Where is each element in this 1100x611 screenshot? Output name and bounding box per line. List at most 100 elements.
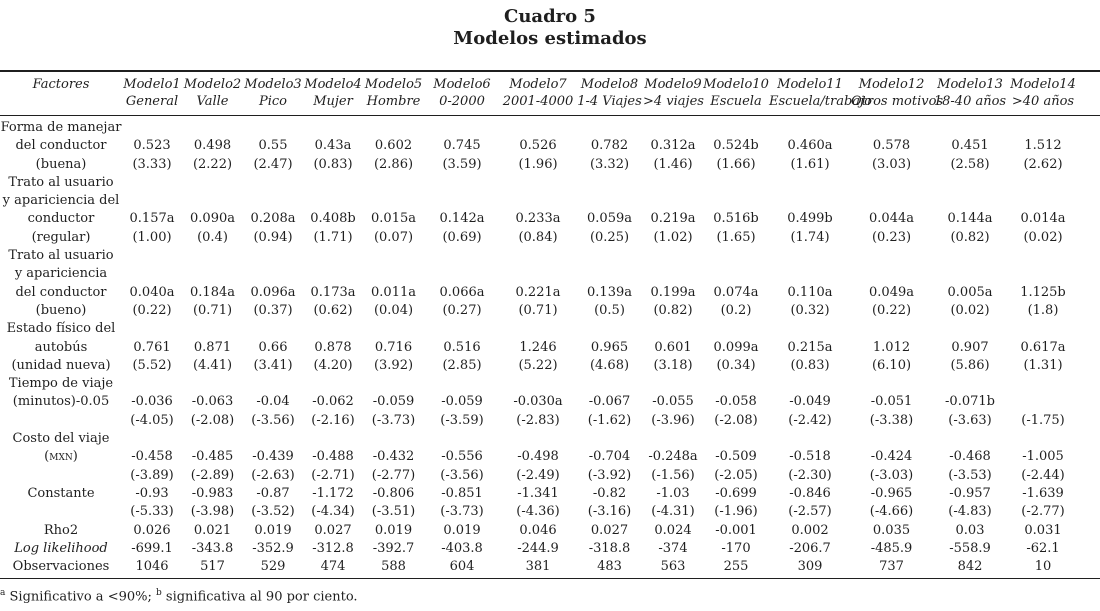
value-cell: 0.005a xyxy=(947,284,993,300)
value-cell: -0.498 xyxy=(517,449,559,465)
value-cell: 0.499b xyxy=(787,211,833,227)
value-cell: 0.66 xyxy=(258,339,288,355)
spacer xyxy=(1078,540,1100,558)
value-cell xyxy=(122,247,182,265)
value-cell xyxy=(1008,320,1078,338)
value-cell: -206.7 xyxy=(789,540,831,556)
value-cell: (1.71) xyxy=(313,229,353,245)
value-cell: -699.1 xyxy=(131,540,173,556)
value-cell xyxy=(643,192,703,210)
value-cell xyxy=(363,265,424,283)
value-cell: -62.1 xyxy=(1026,540,1060,556)
value-cell: (0.83) xyxy=(790,357,830,373)
value-cell: (0.37) xyxy=(253,302,293,318)
table-row: del conductor 0.040a 0.184a 0.096a 0.173a 0.0… xyxy=(0,284,1100,302)
value-cell: -318.8 xyxy=(588,540,631,556)
value-cell: 0.139a xyxy=(587,284,632,300)
row-label: (minutos)-0.05 xyxy=(12,394,110,410)
value-cell: -0.248a xyxy=(648,449,698,465)
column-header-modelo1: Modelo1 xyxy=(122,70,182,93)
value-cell xyxy=(851,430,932,448)
value-cell xyxy=(122,430,182,448)
row-label: del conductor xyxy=(15,284,107,300)
value-cell: 381 xyxy=(500,558,576,580)
value-cell xyxy=(243,174,303,192)
spacer xyxy=(1078,93,1100,116)
value-cell: (-3.73) xyxy=(440,504,484,520)
value-cell xyxy=(500,192,576,210)
value-cell: (0.84) xyxy=(518,229,558,245)
value-cell: (-2.08) xyxy=(190,412,235,428)
value-cell: 0.03 xyxy=(955,522,985,538)
value-cell xyxy=(424,375,500,393)
value-cell: 0.199a xyxy=(650,284,696,300)
value-cell: 588 xyxy=(363,558,424,580)
footnote: a Significativo a <90%; b significativa … xyxy=(0,588,1100,604)
value-cell: 0.049a xyxy=(869,284,914,300)
column-subheader-modelo14: >40 años xyxy=(1008,93,1078,116)
value-cell: (0.5) xyxy=(594,302,625,318)
spacer xyxy=(1078,229,1100,247)
column-header-modelo13: Modelo13 xyxy=(932,70,1008,93)
footnote-text-a: Significativo a <90%; xyxy=(5,589,156,605)
value-cell: -0.059 xyxy=(372,394,415,410)
column-subheader-modelo2: Valle xyxy=(182,93,243,116)
value-cell: (-2.57) xyxy=(788,504,832,520)
value-cell: (0.83) xyxy=(313,156,353,172)
footnote-text-b: significativa al 90 por ciento. xyxy=(161,589,358,605)
value-cell xyxy=(703,247,769,265)
value-cell: 0.031 xyxy=(1024,522,1062,538)
value-cell: -0.051 xyxy=(870,394,913,410)
value-cell xyxy=(1008,192,1078,210)
value-cell: (4.20) xyxy=(313,357,353,373)
value-cell: (-3.53) xyxy=(948,467,992,483)
value-cell xyxy=(703,375,769,393)
value-cell: (-1.96) xyxy=(714,504,758,520)
table-row: (-5.33) (-3.98) (-3.52) (-4.34) (-3.51) (-3.7… xyxy=(0,503,1100,521)
value-cell: (-2.83) xyxy=(516,412,560,428)
column-header-modelo2: Modelo2 xyxy=(182,70,243,93)
value-cell xyxy=(932,116,1008,138)
value-cell: (1.96) xyxy=(518,156,558,172)
value-cell xyxy=(363,116,424,138)
value-cell: 0.027 xyxy=(590,522,629,538)
value-cell: (3.59) xyxy=(442,156,482,172)
table-row: Observaciones 1046 517 529 474 588 604 381 483 56… xyxy=(0,558,1100,580)
column-subheader-modelo3: Pico xyxy=(243,93,303,116)
value-cell xyxy=(1008,247,1078,265)
value-cell: -0.488 xyxy=(312,449,354,465)
value-cell: (2.22) xyxy=(192,156,233,172)
row-label xyxy=(0,467,122,485)
row-label xyxy=(0,503,122,521)
value-cell: (-4.83) xyxy=(948,504,992,520)
value-cell xyxy=(576,116,643,138)
value-cell: (1.61) xyxy=(790,156,830,172)
table-row: Trato al usuario xyxy=(0,174,1100,192)
value-cell xyxy=(243,265,303,283)
value-cell: 842 xyxy=(932,558,1008,580)
value-cell xyxy=(500,247,576,265)
value-cell: (6.10) xyxy=(871,357,912,373)
value-cell: (1.31) xyxy=(1023,357,1063,373)
value-cell: -244.9 xyxy=(517,540,559,556)
value-cell: -1.639 xyxy=(1022,485,1064,501)
value-cell: 0.046 xyxy=(519,522,557,538)
value-cell: 0.014a xyxy=(1020,211,1066,227)
value-cell xyxy=(643,320,703,338)
spacer xyxy=(1078,265,1100,283)
value-cell xyxy=(643,265,703,283)
value-cell xyxy=(851,375,932,393)
table-row: y apariciencia del xyxy=(0,192,1100,210)
column-subheader-modelo7: 2001-4000 xyxy=(500,93,576,116)
table-row: conductor 0.157a 0.090a 0.208a 0.408b 0.015a 0… xyxy=(0,210,1100,228)
value-cell xyxy=(576,375,643,393)
value-cell xyxy=(769,265,851,283)
column-subheader-modelo4: Mujer xyxy=(303,93,363,116)
value-cell xyxy=(303,430,363,448)
value-cell xyxy=(182,116,243,138)
value-cell: 309 xyxy=(769,558,851,580)
row-label: (regular) xyxy=(31,229,91,245)
value-cell: -0.851 xyxy=(441,485,483,501)
value-cell: 0.035 xyxy=(872,522,911,538)
value-cell: (2.85) xyxy=(442,357,482,373)
